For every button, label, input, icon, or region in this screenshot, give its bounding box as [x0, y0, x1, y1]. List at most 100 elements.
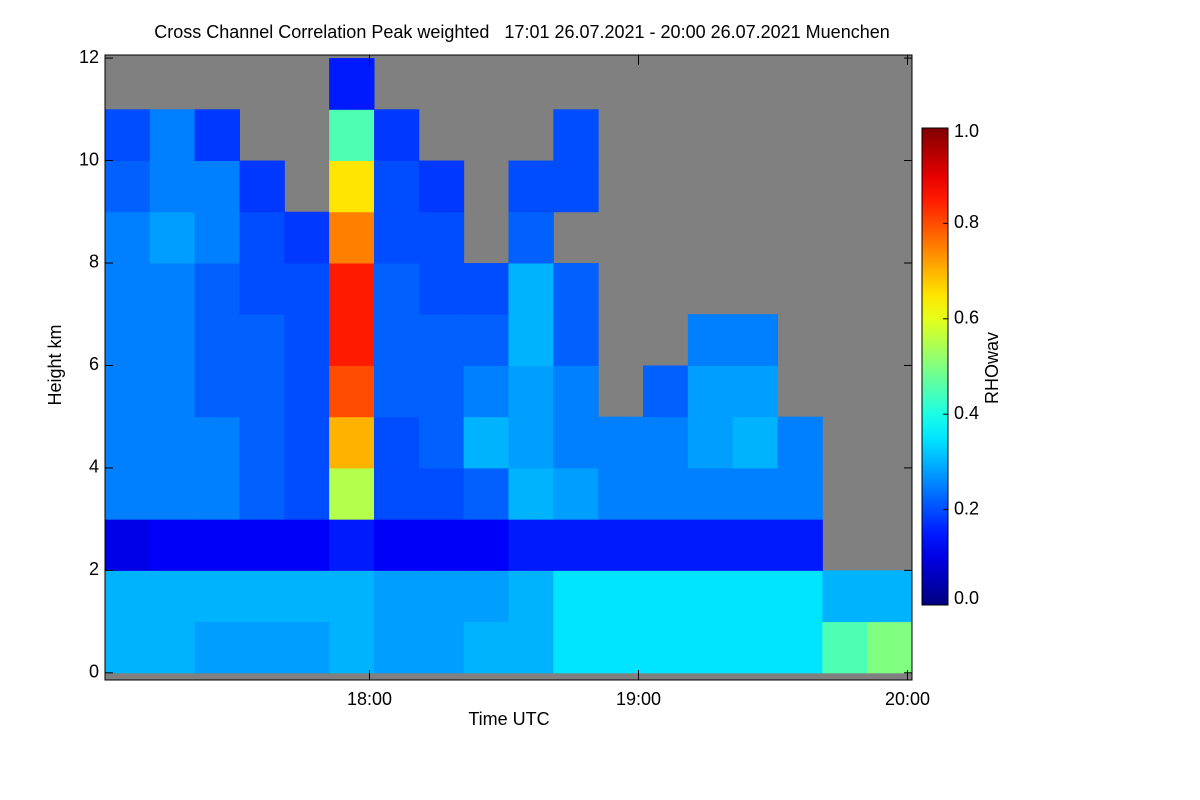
heatmap-cell: [194, 314, 240, 366]
heatmap-cell: [553, 365, 599, 418]
colorbar: [921, 127, 949, 606]
heatmap-cell: [149, 314, 196, 366]
heatmap-cell: [508, 211, 554, 264]
heatmap-cell: [643, 467, 689, 520]
heatmap-cell: [732, 416, 778, 469]
heatmap-cell: [643, 621, 689, 674]
heatmap-cell: [777, 519, 823, 571]
heatmap-cell: [149, 467, 196, 520]
heatmap-cell: [687, 570, 734, 623]
heatmap-cell: [374, 621, 420, 674]
heatmap-cell: [239, 365, 285, 418]
heatmap-cell: [284, 621, 330, 674]
heatmap-cell: [194, 621, 240, 674]
heatmap-cell: [105, 211, 151, 264]
heatmap-cell: [239, 211, 285, 264]
heatmap-cell: [598, 570, 644, 623]
heatmap-cell: [149, 416, 196, 469]
heatmap-cell: [598, 416, 644, 469]
heatmap-cell: [329, 621, 375, 674]
heatmap-cell: [508, 314, 554, 366]
heatmap-cell: [239, 314, 285, 366]
heatmap-cell: [508, 467, 554, 520]
heatmap-cell: [105, 621, 151, 674]
heatmap-cell: [374, 365, 420, 418]
heatmap-cell: [194, 416, 240, 469]
heatmap-cell: [374, 519, 420, 571]
heatmap-cell: [463, 314, 509, 366]
heatmap-cell: [284, 519, 330, 571]
heatmap-cell: [374, 262, 420, 315]
heatmap-cell: [777, 416, 823, 469]
heatmap-cell: [508, 519, 554, 571]
heatmap-cell: [105, 314, 151, 366]
heatmap-cell: [105, 365, 151, 418]
heatmap-cell: [687, 365, 734, 418]
heatmap-cell: [732, 570, 778, 623]
heatmap-cell: [463, 621, 509, 674]
heatmap-cell: [374, 160, 420, 213]
heatmap-cell: [105, 570, 151, 623]
heatmap-cell: [149, 621, 196, 674]
heatmap-cell: [239, 621, 285, 674]
colorbar-label: RHOwav: [982, 332, 1002, 404]
heatmap-cell: [239, 570, 285, 623]
heatmap-cell: [643, 365, 689, 418]
heatmap-cell: [194, 365, 240, 418]
y-tick-label: 8: [89, 252, 99, 272]
heatmap-cell: [687, 621, 734, 674]
heatmap-cell: [553, 467, 599, 520]
heatmap-cell: [239, 160, 285, 213]
heatmap-cell: [329, 416, 375, 469]
colorbar-tick-label: 0.2: [954, 498, 979, 518]
heatmap-cell: [329, 467, 375, 520]
heatmap-cell: [284, 570, 330, 623]
heatmap-cell: [777, 467, 823, 520]
heatmap-cell: [105, 519, 151, 571]
heatmap-cell: [508, 621, 554, 674]
heatmap-cell: [867, 570, 913, 623]
heatmap-cell: [463, 570, 509, 623]
heatmap-cell: [732, 621, 778, 674]
heatmap-cell: [418, 570, 465, 623]
heatmap-cell: [598, 519, 644, 571]
heatmap-cell: [687, 314, 734, 366]
heatmap-cell: [374, 467, 420, 520]
heatmap-cell: [643, 519, 689, 571]
heatmap-cell: [553, 416, 599, 469]
heatmap-cell: [418, 262, 465, 315]
heatmap-cell: [105, 416, 151, 469]
heatmap-cell: [463, 365, 509, 418]
plot-frame: [104, 54, 913, 681]
heatmap-cell: [508, 262, 554, 315]
heatmap-cell: [508, 160, 554, 213]
heatmap-cell: [239, 416, 285, 469]
heatmap-cell: [418, 365, 465, 418]
heatmap-cell: [687, 467, 734, 520]
heatmap-cell: [329, 160, 375, 213]
heatmap-cell: [598, 621, 644, 674]
heatmap-cell: [149, 570, 196, 623]
heatmap-cell: [732, 365, 778, 418]
heatmap-cell: [553, 160, 599, 213]
heatmap-cell: [732, 467, 778, 520]
heatmap-cell: [329, 109, 375, 162]
heatmap-cell: [239, 262, 285, 315]
x-tick-label: 19:00: [616, 689, 661, 709]
heatmap-cell: [553, 109, 599, 162]
heatmap-cell: [284, 467, 330, 520]
heatmap-cell: [463, 467, 509, 520]
heatmap-cell: [329, 365, 375, 418]
heatmap-cell: [374, 109, 420, 162]
heatmap-cell: [418, 160, 465, 213]
y-tick-label: 0: [89, 662, 99, 682]
heatmap-cell: [777, 621, 823, 674]
heatmap-cell: [463, 519, 509, 571]
heatmap-cell: [105, 467, 151, 520]
heatmap-cell: [374, 211, 420, 264]
heatmap-cell: [194, 570, 240, 623]
heatmap-cell: [329, 314, 375, 366]
heatmap-cell: [149, 262, 196, 315]
x-tick-label: 18:00: [347, 689, 392, 709]
heatmap-cell: [732, 314, 778, 366]
